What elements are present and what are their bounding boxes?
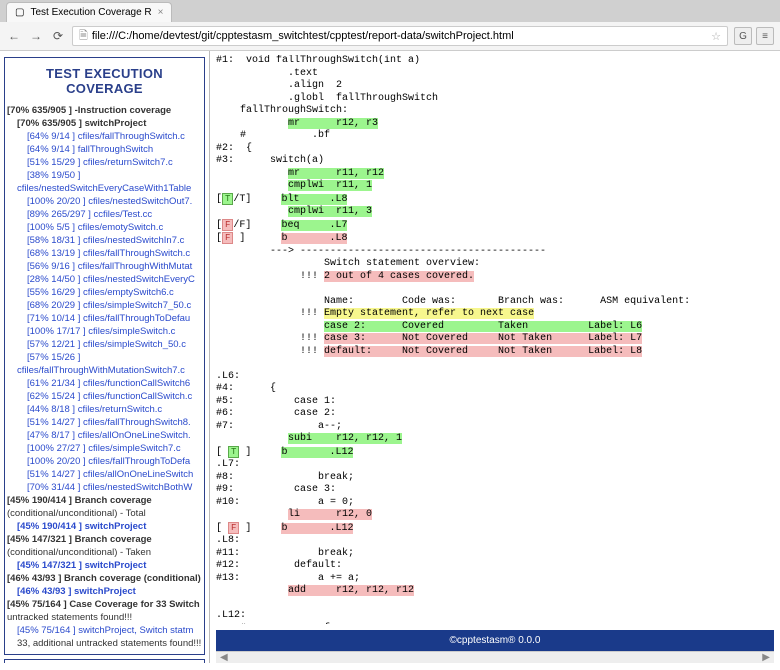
tree-item[interactable]: [100% 17/17 ] cfiles/simpleSwitch.c <box>7 325 202 338</box>
tree-item[interactable]: [28% 14/50 ] cfiles/nestedSwitchEveryC <box>7 273 202 286</box>
tree-item[interactable]: [51% 14/27 ] cfiles/allOnOneLineSwitch <box>7 468 202 481</box>
tree-item[interactable]: [57% 15/26 ] <box>7 351 202 364</box>
tree-item[interactable]: [62% 15/24 ] cfiles/functionCallSwitch.c <box>7 390 202 403</box>
url-bar[interactable]: 🗎 file:///C:/home/devtest/git/cpptestasm… <box>72 26 728 46</box>
tree-item[interactable]: [61% 21/34 ] cfiles/functionCallSwitch6 <box>7 377 202 390</box>
menu-button[interactable]: ≡ <box>756 27 774 45</box>
browser-tab[interactable]: ▢ Test Execution Coverage R × <box>6 2 172 22</box>
page-content: TEST EXECUTION COVERAGE [70% 635/905 ] -… <box>0 51 780 663</box>
reload-button[interactable]: ⟳ <box>50 29 66 43</box>
h-scrollbar[interactable]: ◀▶ <box>216 651 774 663</box>
hash-section: EXECUTABLE HASH VA Executable MD5 Hash C… <box>4 659 205 663</box>
tree-item: (conditional/unconditional) - Total <box>7 507 202 520</box>
tree-item[interactable]: [89% 265/297 ] ccfiles/Test.cc <box>7 208 202 221</box>
tree-item[interactable]: [64% 9/14 ] cfiles/fallThroughSwitch.c <box>7 130 202 143</box>
tree-item[interactable]: cfiles/nestedSwitchEveryCaseWith1Table <box>7 182 202 195</box>
tree-item[interactable]: [56% 9/16 ] cfiles/fallThroughWithMutat <box>7 260 202 273</box>
browser-chrome: ▢ Test Execution Coverage R × ← → ⟳ 🗎 fi… <box>0 0 780 51</box>
toolbar: ← → ⟳ 🗎 file:///C:/home/devtest/git/cppt… <box>0 22 780 50</box>
tree-item[interactable]: cfiles/fallThroughWithMutationSwitch7.c <box>7 364 202 377</box>
forward-button[interactable]: → <box>28 29 44 43</box>
url-text: file:///C:/home/devtest/git/cpptestasm_s… <box>92 30 707 42</box>
page-icon: ▢ <box>15 7 24 18</box>
tree-item[interactable]: [100% 27/27 ] cfiles/simpleSwitch7.c <box>7 442 202 455</box>
tree-item[interactable]: [47% 8/17 ] cfiles/allOnOneLineSwitch. <box>7 429 202 442</box>
close-icon[interactable]: × <box>158 7 164 18</box>
tree-item: [45% 75/164 ] Case Coverage for 33 Switc… <box>7 598 202 611</box>
tree-item[interactable]: [68% 13/19 ] cfiles/fallThroughSwitch.c <box>7 247 202 260</box>
tree-item: untracked statements found!!! <box>7 611 202 624</box>
tree-item[interactable]: [55% 16/29 ] cfiles/emptySwitch6.c <box>7 286 202 299</box>
tree-item[interactable]: [57% 12/21 ] cfiles/simpleSwitch_50.c <box>7 338 202 351</box>
tree-item[interactable]: [70% 31/44 ] cfiles/nestedSwitchBothW <box>7 481 202 494</box>
tab-bar: ▢ Test Execution Coverage R × <box>0 0 780 22</box>
tree-item[interactable]: [45% 190/414 ] switchProject <box>7 520 202 533</box>
left-panel: TEST EXECUTION COVERAGE [70% 635/905 ] -… <box>0 51 210 663</box>
tree-item: (conditional/unconditional) - Taken <box>7 546 202 559</box>
tree-item[interactable]: [100% 20/20 ] cfiles/fallThroughToDefa <box>7 455 202 468</box>
tree-item: [45% 147/321 ] Branch coverage <box>7 533 202 546</box>
bookmark-icon[interactable]: ☆ <box>711 30 721 43</box>
tree-item: [70% 635/905 ] switchProject <box>7 117 202 130</box>
tree-item[interactable]: [51% 15/29 ] cfiles/returnSwitch7.c <box>7 156 202 169</box>
file-icon: 🗎 <box>79 27 88 46</box>
tree-item[interactable]: [68% 20/29 ] cfiles/simpleSwitch7_50.c <box>7 299 202 312</box>
back-button[interactable]: ← <box>6 29 22 43</box>
tree-item[interactable]: [44% 8/18 ] cfiles/returnSwitch.c <box>7 403 202 416</box>
tree-item[interactable]: [71% 10/14 ] cfiles/fallThroughToDefau <box>7 312 202 325</box>
tree-item[interactable]: [45% 147/321 ] switchProject <box>7 559 202 572</box>
tree-item: [70% 635/905 ] -Instruction coverage <box>7 104 202 117</box>
tree-item[interactable]: [46% 43/93 ] switchProject <box>7 585 202 598</box>
coverage-section: TEST EXECUTION COVERAGE [70% 635/905 ] -… <box>4 57 205 655</box>
coverage-title: TEST EXECUTION COVERAGE <box>7 62 202 104</box>
tree-item[interactable]: [51% 14/27 ] cfiles/fallThroughSwitch8. <box>7 416 202 429</box>
tree-item[interactable]: [38% 19/50 ] <box>7 169 202 182</box>
tree-item: [45% 190/414 ] Branch coverage <box>7 494 202 507</box>
footer-bar: ©cpptestasm® 0.0.0 <box>216 630 774 651</box>
right-panel: #1: void fallThroughSwitch(int a) .text … <box>210 51 780 663</box>
tab-title: Test Execution Coverage R <box>30 7 151 18</box>
coverage-tree: [70% 635/905 ] -Instruction coverage[70%… <box>7 104 202 650</box>
tree-item: 33, additional untracked statements foun… <box>7 637 202 650</box>
g-button[interactable]: G <box>734 27 752 45</box>
tree-item[interactable]: [58% 18/31 ] cfiles/nestedSwitchIn7.c <box>7 234 202 247</box>
tree-item[interactable]: [100% 5/5 ] cfiles/emotySwitch.c <box>7 221 202 234</box>
tree-item[interactable]: [64% 9/14 ] fallThroughSwitch <box>7 143 202 156</box>
code-view: #1: void fallThroughSwitch(int a) .text … <box>216 55 774 624</box>
tree-item[interactable]: [45% 75/164 ] switchProject, Switch stat… <box>7 624 202 637</box>
tree-item[interactable]: [100% 20/20 ] cfiles/nestedSwitchOut7. <box>7 195 202 208</box>
tree-item: [46% 43/93 ] Branch coverage (conditiona… <box>7 572 202 585</box>
